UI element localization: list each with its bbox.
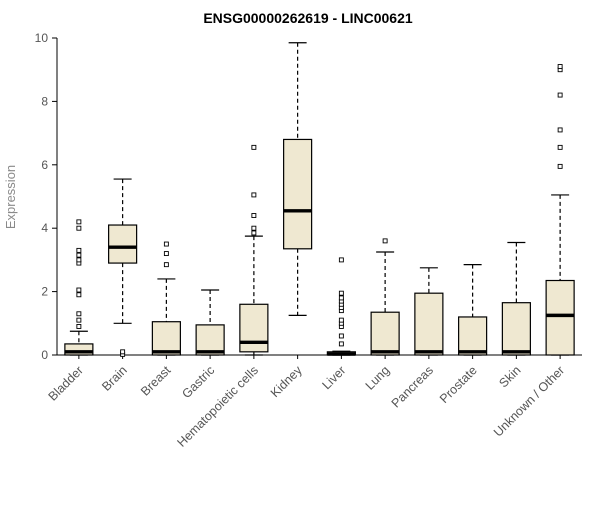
- outlier-point: [251, 225, 257, 231]
- x-tick-label: Kidney: [268, 363, 305, 400]
- x-tick-label: Bladder: [46, 363, 86, 403]
- x-tick-label: Hematopoietic cells: [174, 363, 261, 450]
- outlier-point: [338, 290, 344, 296]
- outlier-point: [76, 287, 82, 293]
- x-tick-label: Pancreas: [389, 363, 436, 410]
- box-pancreas: [414, 267, 444, 356]
- outlier-point: [163, 241, 169, 247]
- outlier-point: [251, 192, 257, 198]
- outlier-point: [76, 219, 82, 225]
- y-tick-label: 0: [41, 348, 48, 362]
- box-brain: [108, 178, 138, 357]
- iqr-box: [458, 316, 488, 356]
- iqr-box: [64, 343, 94, 356]
- box-prostate: [458, 264, 488, 356]
- outlier-point: [76, 225, 82, 231]
- outlier-point: [557, 64, 563, 69]
- outlier-point: [338, 295, 344, 301]
- box-gastric: [195, 289, 225, 356]
- iqr-box: [414, 292, 444, 356]
- outlier-point: [557, 92, 563, 98]
- iqr-box: [239, 303, 269, 353]
- outlier-point: [76, 247, 82, 253]
- box-skin: [501, 241, 531, 356]
- outlier-point: [76, 324, 82, 329]
- chart-title: ENSG00000262619 - LINC00621: [203, 10, 413, 26]
- iqr-box: [108, 224, 138, 264]
- box-breast: [151, 241, 181, 356]
- box-series: [64, 42, 575, 357]
- iqr-box: [545, 279, 575, 356]
- x-tick-label: Lung: [363, 363, 393, 393]
- outlier-point: [163, 251, 169, 257]
- outlier-point: [76, 311, 82, 317]
- y-tick-label: 8: [41, 94, 48, 108]
- y-tick-label: 10: [35, 31, 49, 45]
- iqr-box: [283, 138, 313, 250]
- box-unknown-other: [545, 64, 575, 356]
- x-tick-label: Brain: [99, 363, 130, 394]
- iqr-box: [370, 311, 400, 356]
- outlier-point: [557, 144, 563, 150]
- outlier-point: [163, 262, 169, 268]
- outlier-point: [76, 252, 82, 258]
- outlier-point: [338, 341, 344, 347]
- x-tick-label: Prostate: [437, 363, 480, 406]
- x-tick-label: Skin: [496, 363, 523, 390]
- outlier-point: [251, 213, 257, 218]
- box-lung: [370, 238, 400, 356]
- outlier-point: [338, 317, 344, 323]
- y-tick-label: 6: [41, 158, 48, 172]
- outlier-point: [76, 257, 82, 263]
- outlier-point: [338, 257, 344, 263]
- x-tick-label: Breast: [138, 363, 174, 399]
- box-bladder: [64, 219, 94, 356]
- outlier-point: [76, 317, 82, 323]
- y-tick-label: 2: [41, 285, 48, 299]
- outlier-point: [382, 238, 388, 244]
- box-hematopoietic-cells: [239, 144, 269, 356]
- iqr-box: [195, 324, 225, 356]
- outlier-point: [251, 144, 257, 150]
- x-tick-label: Gastric: [179, 363, 217, 401]
- y-tick-label: 4: [41, 221, 48, 235]
- iqr-box: [501, 302, 531, 356]
- y-axis-label: Expression: [3, 165, 18, 229]
- x-tick-label: Liver: [319, 363, 348, 392]
- outlier-point: [557, 127, 563, 133]
- box-kidney: [283, 42, 313, 316]
- box-liver: [326, 257, 356, 356]
- outlier-point: [557, 163, 563, 169]
- outlier-point: [120, 349, 126, 355]
- outlier-point: [338, 333, 344, 339]
- iqr-box: [151, 321, 181, 356]
- outlier-point: [251, 230, 257, 236]
- outlier-point: [76, 292, 82, 298]
